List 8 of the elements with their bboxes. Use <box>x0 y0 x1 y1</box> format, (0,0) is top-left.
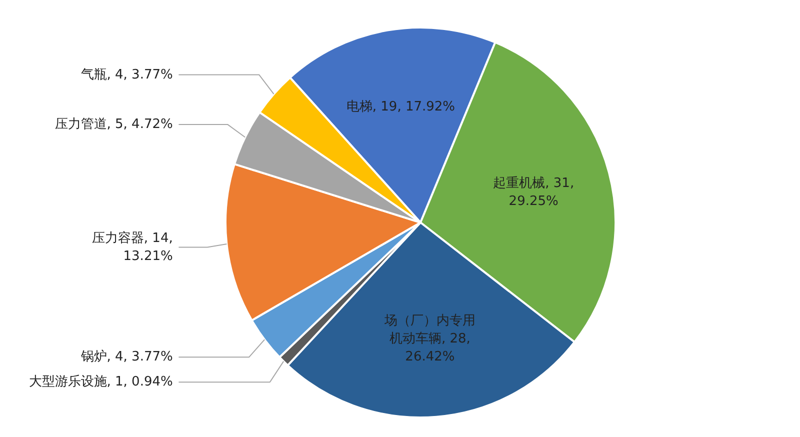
slice-label: 压力管道, 5, 4.72% <box>54 116 173 132</box>
slice-label: 锅炉, 4, 3.77% <box>80 350 173 365</box>
slice-label: 场（厂）内专用机动车辆, 28, 26.42% <box>383 314 476 365</box>
slice-label: 气瓶, 4, 3.77% <box>80 67 173 82</box>
slice-label: 压力容器, 14, 13.21% <box>92 230 173 264</box>
slice-label: 起重机械, 31, 29.25% <box>493 176 574 210</box>
slice-label: 电梯, 19, 17.92% <box>346 100 456 115</box>
slice-label: 大型游乐设施, 1, 0.94% <box>28 374 173 390</box>
